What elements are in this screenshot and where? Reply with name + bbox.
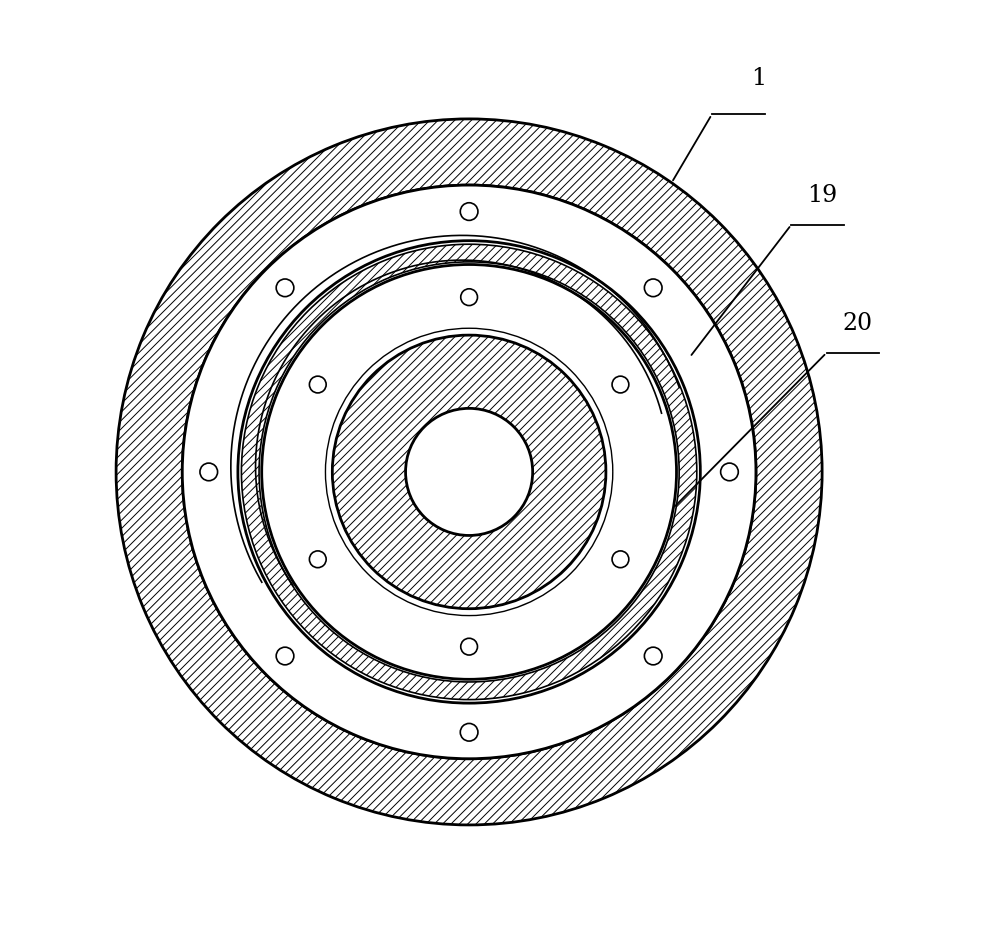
Text: 1: 1 — [752, 66, 767, 90]
Circle shape — [276, 279, 294, 296]
Circle shape — [461, 639, 477, 655]
Circle shape — [644, 279, 662, 296]
Circle shape — [612, 376, 629, 393]
Circle shape — [644, 647, 662, 665]
Circle shape — [326, 329, 612, 615]
Circle shape — [461, 289, 477, 306]
Circle shape — [406, 409, 533, 536]
Text: 20: 20 — [842, 312, 873, 335]
Circle shape — [309, 376, 326, 393]
Circle shape — [612, 551, 629, 568]
Circle shape — [200, 463, 218, 481]
Circle shape — [460, 724, 478, 741]
Circle shape — [460, 203, 478, 221]
Circle shape — [721, 463, 738, 481]
Text: 19: 19 — [807, 184, 837, 208]
Circle shape — [309, 551, 326, 568]
Circle shape — [276, 647, 294, 665]
